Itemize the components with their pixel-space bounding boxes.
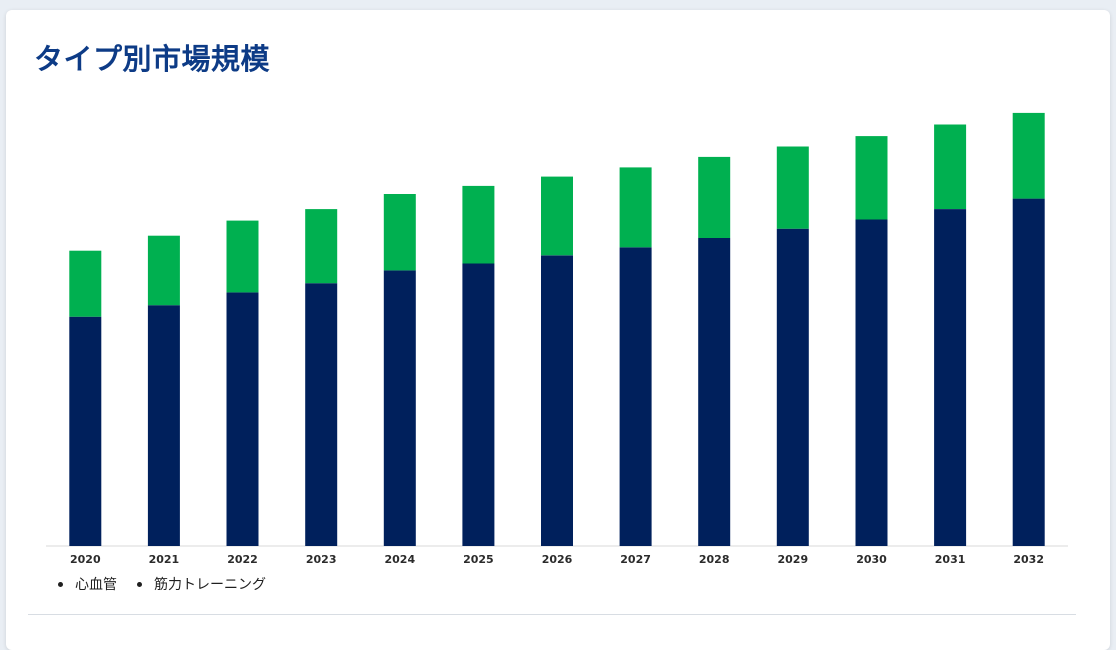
x-tick-label: 2028 bbox=[699, 553, 730, 566]
x-tick-label: 2022 bbox=[227, 553, 258, 566]
bar-strength-2029[interactable] bbox=[776, 146, 809, 229]
x-tick-label: 2032 bbox=[1013, 553, 1044, 566]
bar-strength-2028[interactable] bbox=[698, 156, 731, 238]
bar-strength-2022[interactable] bbox=[226, 220, 259, 293]
legend-item-cardio[interactable]: 心血管 bbox=[58, 574, 117, 594]
bar-cardio-2030[interactable] bbox=[855, 219, 888, 547]
bars-group bbox=[69, 112, 1045, 547]
bar-strength-2020[interactable] bbox=[69, 250, 102, 317]
bar-cardio-2024[interactable] bbox=[383, 270, 416, 546]
bar-cardio-2021[interactable] bbox=[147, 305, 180, 546]
bar-strength-2021[interactable] bbox=[147, 235, 180, 306]
bar-cardio-2023[interactable] bbox=[305, 283, 338, 546]
x-tick-label: 2030 bbox=[856, 553, 887, 566]
x-tick-label: 2027 bbox=[620, 553, 651, 566]
bar-strength-2024[interactable] bbox=[383, 194, 416, 271]
bottom-divider bbox=[28, 614, 1076, 615]
bar-strength-2032[interactable] bbox=[1012, 112, 1045, 199]
x-tick-labels: 2020 2021 2022 2023 2024 2025 2026 2027 2028 2029… bbox=[70, 553, 1044, 566]
bar-cardio-2032[interactable] bbox=[1012, 198, 1045, 546]
legend-label-cardio: 心血管 bbox=[75, 577, 117, 593]
bar-strength-2025[interactable] bbox=[462, 185, 495, 264]
bar-strength-2026[interactable] bbox=[541, 176, 573, 256]
bar-cardio-2026[interactable] bbox=[541, 255, 573, 546]
bar-strength-2030[interactable] bbox=[855, 136, 888, 220]
x-tick-label: 2025 bbox=[463, 553, 494, 566]
bar-cardio-2027[interactable] bbox=[619, 247, 652, 547]
legend-bullet-icon bbox=[58, 581, 63, 587]
bar-cardio-2028[interactable] bbox=[698, 238, 731, 546]
x-tick-label: 2020 bbox=[70, 553, 101, 566]
bar-strength-2031[interactable] bbox=[934, 124, 967, 210]
bar-cardio-2025[interactable] bbox=[462, 263, 495, 547]
x-tick-label: 2029 bbox=[777, 553, 808, 566]
chart-title: タイプ別市場規模 bbox=[34, 42, 271, 76]
bar-strength-2023[interactable] bbox=[305, 209, 338, 284]
bar-cardio-2022[interactable] bbox=[226, 292, 259, 546]
x-tick-label: 2023 bbox=[306, 553, 337, 566]
legend-label-strength: 筋力トレーニング bbox=[154, 577, 266, 593]
legend-bullet-icon bbox=[137, 581, 142, 587]
bar-cardio-2031[interactable] bbox=[934, 209, 967, 546]
x-tick-label: 2026 bbox=[542, 553, 573, 566]
bar-strength-2027[interactable] bbox=[619, 167, 652, 248]
x-tick-label: 2024 bbox=[384, 553, 415, 566]
x-tick-label: 2021 bbox=[149, 553, 180, 566]
bar-cardio-2020[interactable] bbox=[69, 316, 102, 546]
chart-legend: 心血管 筋力トレーニング bbox=[58, 574, 266, 594]
bar-cardio-2029[interactable] bbox=[776, 228, 809, 546]
x-tick-label: 2031 bbox=[935, 553, 966, 566]
stacked-bar-chart: 2020 2021 2022 2023 2024 2025 2026 2027 2028 2029… bbox=[46, 112, 1068, 566]
legend-item-strength[interactable]: 筋力トレーニング bbox=[137, 574, 266, 594]
